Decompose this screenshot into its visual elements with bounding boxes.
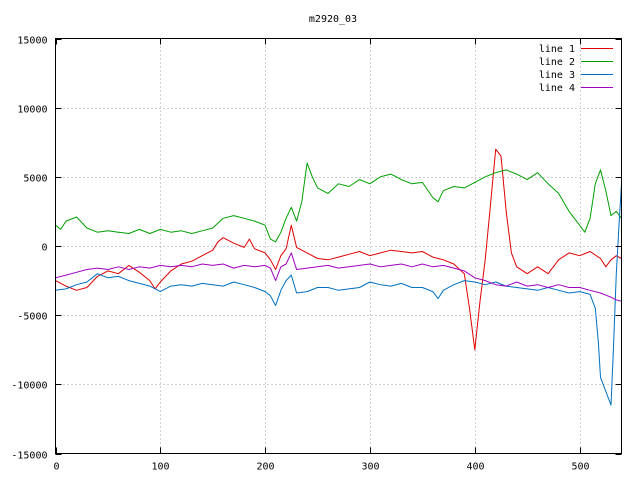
- series-line-2: [55, 162, 622, 243]
- series-line-3: [55, 183, 622, 406]
- y-tick-label: 10000: [17, 105, 47, 116]
- y-tick-label: -10000: [11, 381, 47, 392]
- x-tick-label: 100: [151, 462, 169, 473]
- series-line-4: [55, 252, 622, 302]
- y-tick-label: 5000: [23, 174, 47, 185]
- x-tick-label: 500: [571, 462, 589, 473]
- y-tick-label: 15000: [17, 36, 47, 47]
- series-line-1: [55, 148, 622, 351]
- legend-label-2: line 2: [539, 57, 575, 68]
- x-tick-label: 400: [466, 462, 484, 473]
- y-tick-label: 0: [41, 243, 47, 254]
- legend-label-4: line 4: [539, 83, 575, 94]
- ticks-layer: 0 100 200 300 400 500 -15000 -10000 -5000 0 5000 10…: [11, 36, 622, 473]
- legend-label-3: line 3: [539, 70, 575, 81]
- chart-title: m2920_03: [309, 14, 357, 25]
- series-layer: [55, 148, 622, 406]
- legend: line 1 line 2 line 3 line 4: [539, 44, 613, 94]
- y-tick-label: -15000: [11, 451, 47, 462]
- x-tick-label: 300: [361, 462, 379, 473]
- x-tick-label: 200: [256, 462, 274, 473]
- y-tick-label: -5000: [17, 312, 47, 323]
- legend-label-1: line 1: [539, 44, 575, 55]
- x-tick-label: 0: [53, 462, 59, 473]
